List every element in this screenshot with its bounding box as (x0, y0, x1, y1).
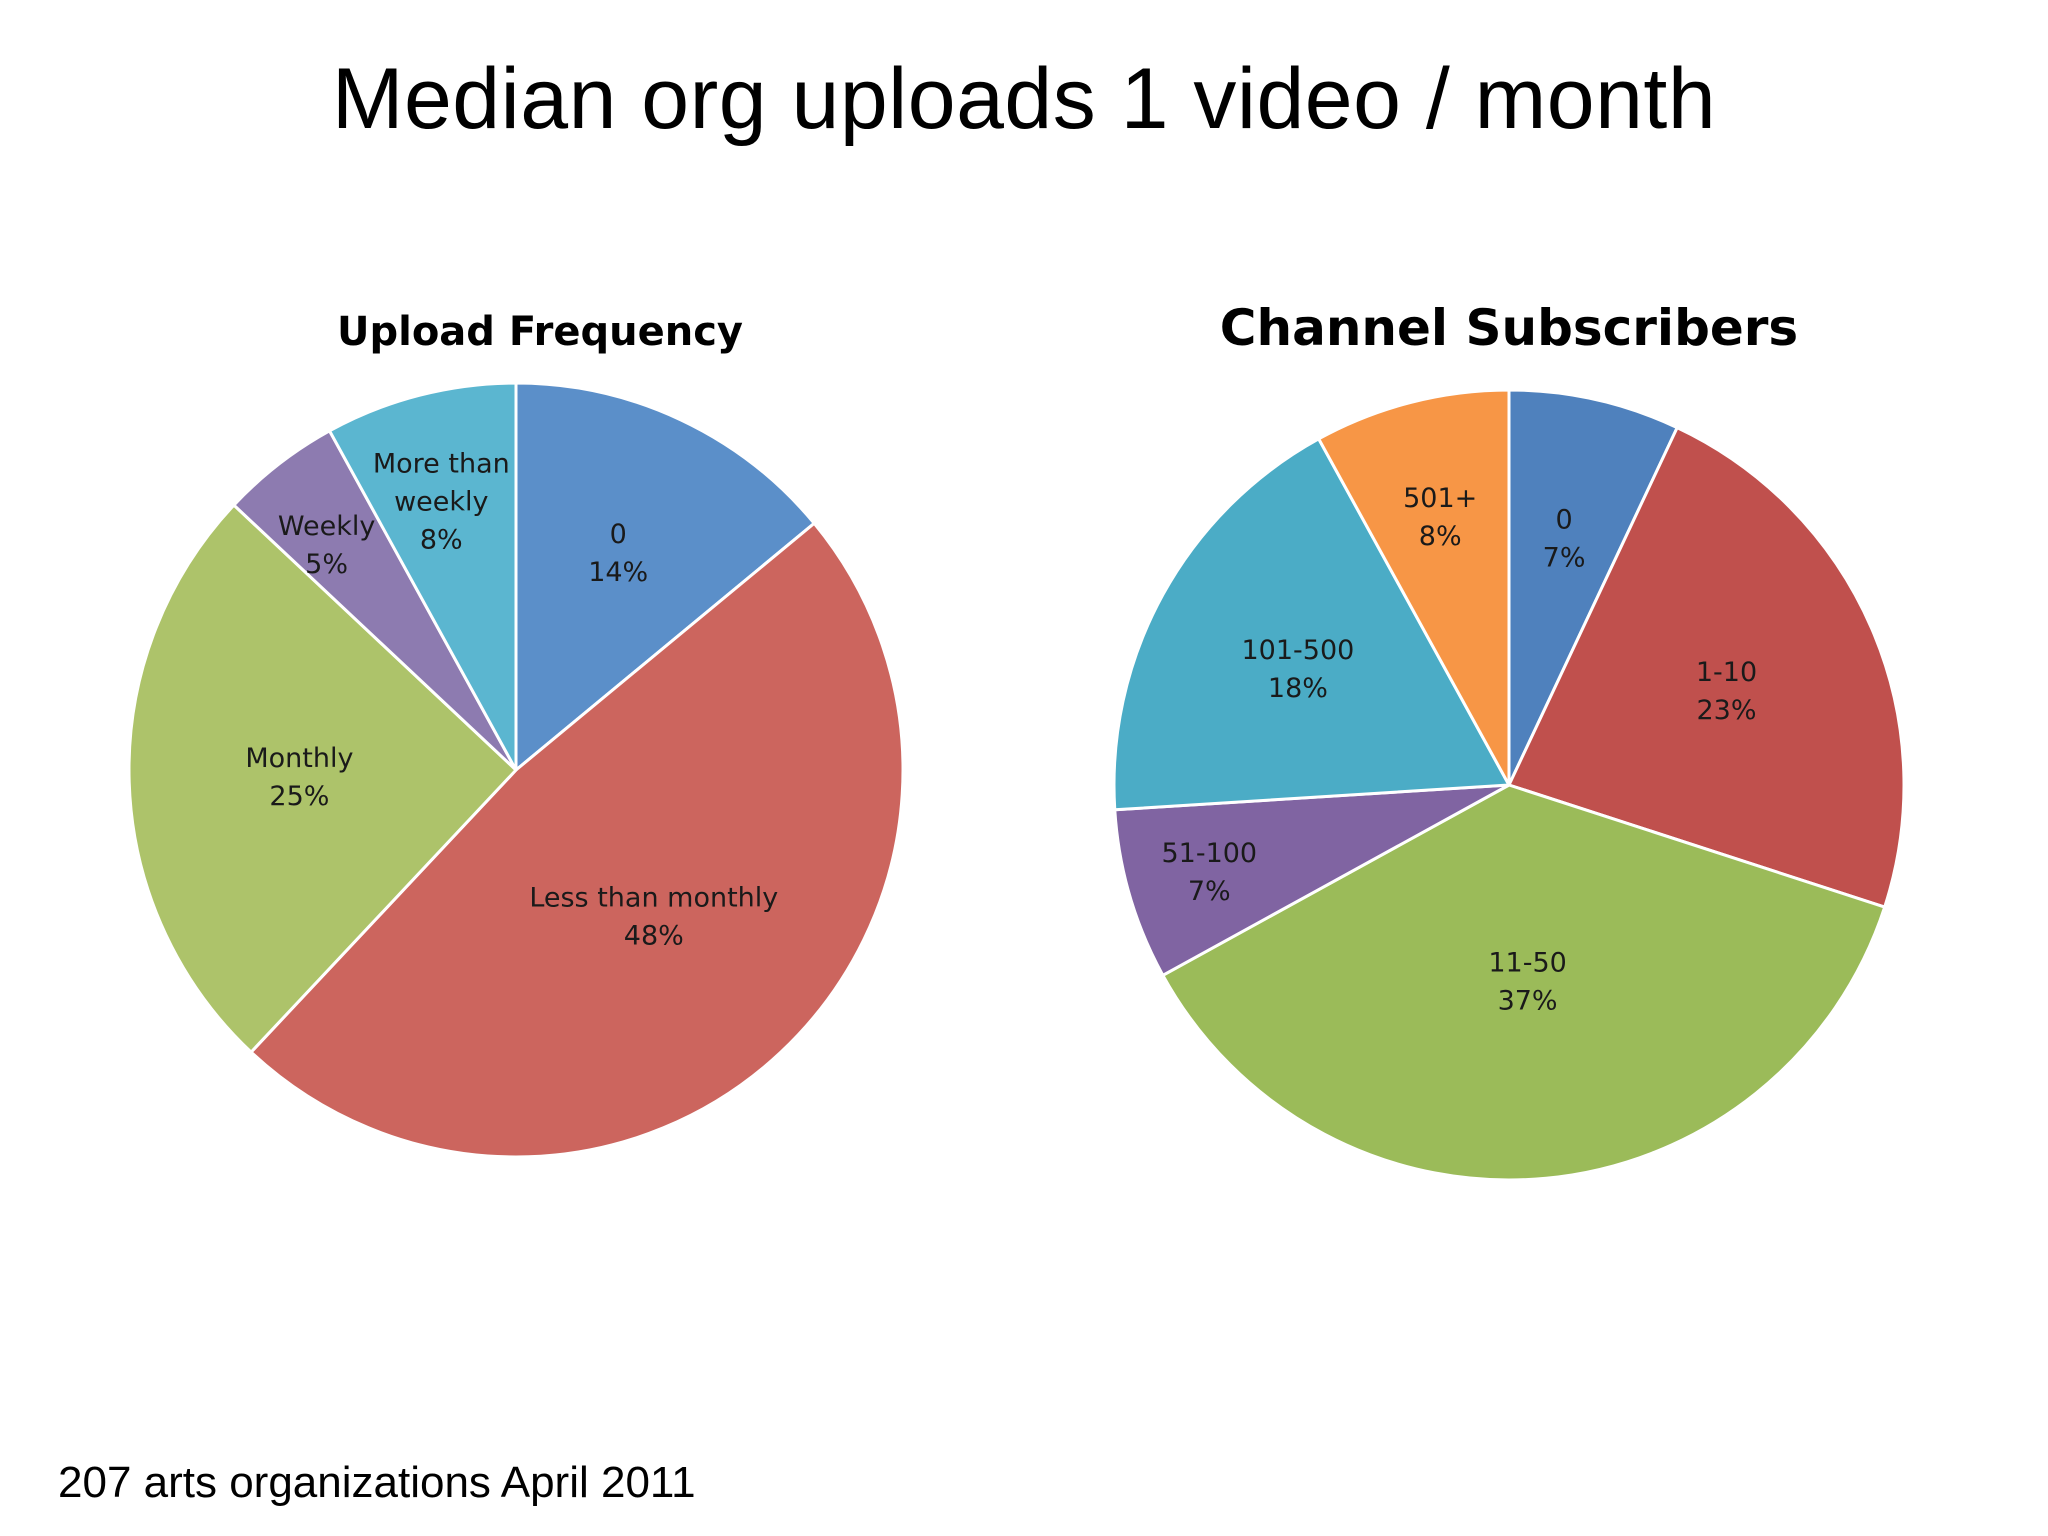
slice-value-label: 5% (305, 549, 348, 580)
slice-label-upload-0: 0 14% (588, 519, 648, 588)
slice-value-label: 8% (420, 525, 463, 556)
slice-value-label: 7% (1188, 876, 1231, 907)
chart-title-upload-frequency: Upload Frequency (337, 309, 743, 355)
slice-category-label: Weekly (278, 511, 375, 542)
slice-label-subscribers-3: 51-100 7% (1161, 838, 1257, 907)
pie-slice-upload-1 (248, 521, 905, 1159)
pie-slice-upload-0 (514, 381, 817, 774)
slice-label-upload-4: More than weekly 8% (373, 449, 510, 556)
slice-label-upload-1: Less than monthly 48% (529, 883, 778, 952)
slice-category-label: weekly (394, 487, 488, 518)
slice-category-label: 0 (610, 519, 627, 550)
slice-category-label: 1-10 (1696, 657, 1757, 688)
slice-value-label: 18% (1268, 673, 1328, 704)
pie-slice-subscribers-5 (1316, 388, 1511, 786)
slice-value-label: 37% (1498, 986, 1558, 1017)
slice-category-label: 51-100 (1161, 838, 1257, 869)
upload-frequency-pie-chart: Upload Frequency 0 14%Less than monthly 48… (127, 309, 905, 1159)
slice-category-label: More than (373, 449, 510, 480)
chart-title-channel-subscribers: Channel Subscribers (1220, 299, 1798, 357)
slice-value-label: 25% (269, 781, 329, 812)
slice-value-label: 23% (1696, 695, 1756, 726)
slice-label-subscribers-2: 11-50 37% (1488, 948, 1566, 1017)
slice-label-subscribers-4: 101-500 18% (1241, 635, 1354, 704)
pie-slice-subscribers-3 (1113, 783, 1510, 978)
slice-category-label: 501+ (1403, 483, 1477, 514)
slice-label-subscribers-0: 0 7% (1543, 504, 1586, 573)
pie-slice-upload-4 (327, 381, 518, 771)
slice-category-label: Monthly (245, 743, 353, 774)
channel-subscribers-pie-chart: Channel Subscribers 0 7%1-10 23%11-50 37%51… (1112, 299, 1906, 1182)
pie-slice-subscribers-1 (1506, 425, 1906, 909)
pie-slice-subscribers-2 (1160, 783, 1887, 1182)
pie-slice-subscribers-0 (1507, 388, 1680, 786)
slide-title: Median org uploads 1 video / month (331, 51, 1717, 147)
slice-category-label: 0 (1556, 504, 1573, 535)
slice-category-label: 11-50 (1488, 948, 1566, 979)
footnote: 207 arts organizations April 2011 (58, 1458, 696, 1507)
slice-label-upload-3: Weekly 5% (278, 511, 375, 580)
slice-value-label: 8% (1419, 521, 1462, 552)
pie-slice-subscribers-4 (1112, 436, 1512, 812)
slice-label-subscribers-1: 1-10 23% (1696, 657, 1757, 726)
slice-category-label: 101-500 (1241, 635, 1354, 666)
slice-value-label: 7% (1543, 542, 1586, 573)
slice-category-label: Less than monthly (529, 883, 778, 914)
pie-slice-upload-2 (127, 502, 519, 1055)
slice-value-label: 48% (624, 921, 684, 952)
slice-value-label: 14% (588, 557, 648, 588)
slice-label-upload-2: Monthly 25% (245, 743, 353, 812)
slice-label-subscribers-5: 501+ 8% (1403, 483, 1477, 552)
